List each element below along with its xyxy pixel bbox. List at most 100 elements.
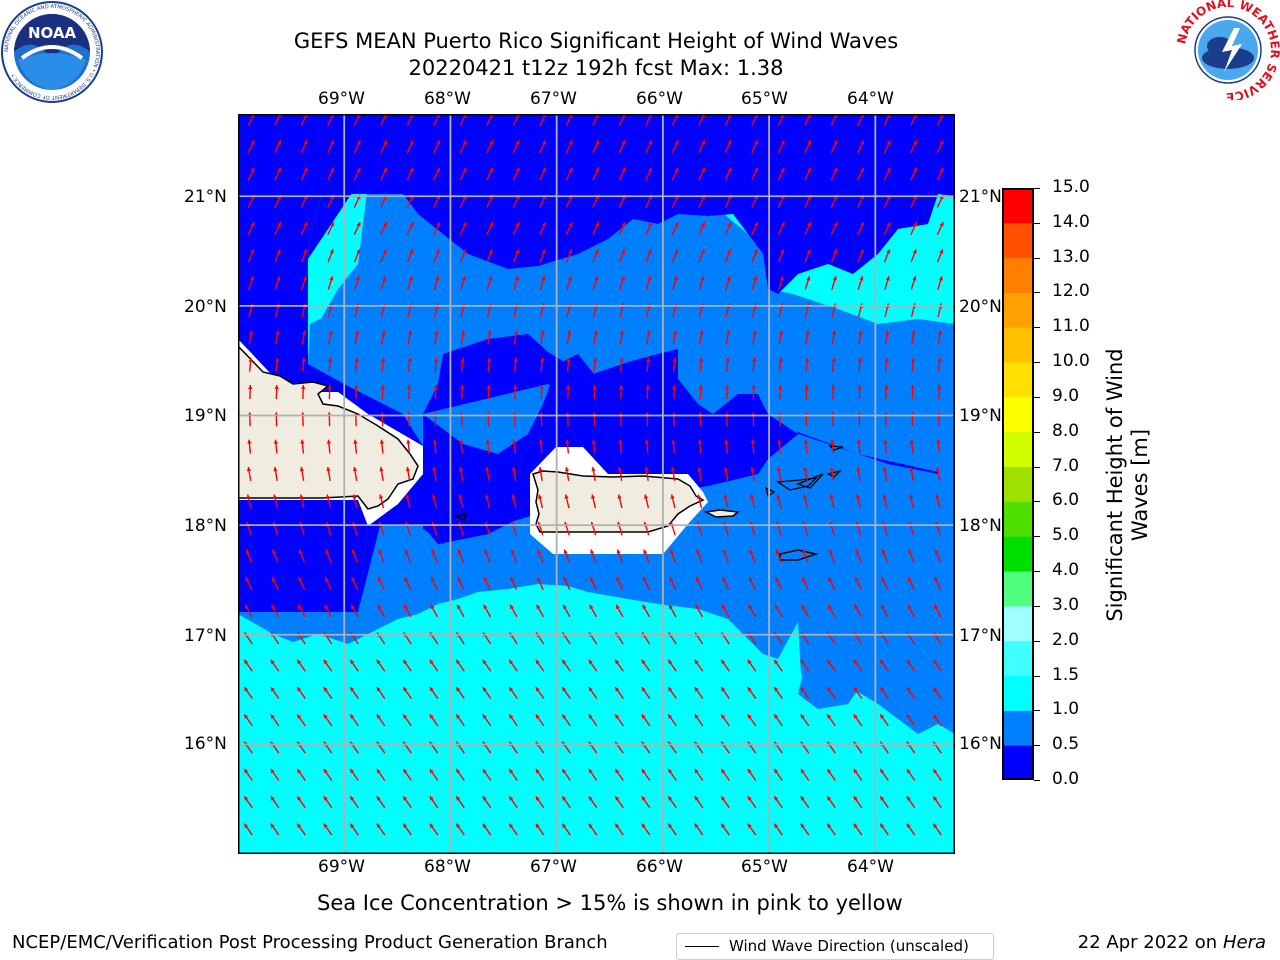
wind-arrow-head xyxy=(567,276,572,281)
colorbar-tick-label: 10.0 xyxy=(1052,351,1090,372)
colorbar-tick-mark xyxy=(1034,640,1040,642)
colorbar-tick-label: 13.0 xyxy=(1052,246,1090,267)
wind-arrow-head xyxy=(327,385,332,390)
lat-right-19: 19°N xyxy=(959,406,1002,426)
wind-arrow-head xyxy=(460,385,465,390)
wind-arrow-head xyxy=(671,439,676,444)
wind-arrow-head xyxy=(860,167,865,173)
wind-arrow-head xyxy=(429,769,434,774)
wind-arrow-head xyxy=(853,823,858,829)
wind-arrow-head xyxy=(562,796,567,801)
wind-arrow-head xyxy=(884,385,889,390)
wind-arrow-head xyxy=(328,330,333,335)
lat-right-17: 17°N xyxy=(959,626,1002,646)
wind-arrow-head xyxy=(644,439,650,444)
colorbar-tick-label: 15.0 xyxy=(1052,177,1090,197)
wind-arrow-head xyxy=(566,357,571,362)
wind-arrow-head xyxy=(858,330,863,335)
wind-arrow-head xyxy=(562,659,567,665)
footer-left: NCEP/EMC/Verification Post Processing Pr… xyxy=(12,932,608,953)
wind-arrow-head xyxy=(568,167,573,173)
wind-arrow-head xyxy=(541,276,546,281)
wind-arrow-head xyxy=(748,604,753,610)
wind-arrow-head xyxy=(645,385,650,390)
colorbar-swatch xyxy=(1002,571,1034,607)
wind-arrow-head xyxy=(409,222,414,227)
wind-arrow-head xyxy=(884,357,889,362)
wind-arrow-head xyxy=(562,823,567,829)
legend-line-icon xyxy=(685,946,719,947)
wind-arrow-head xyxy=(800,687,805,692)
lon-bottom-67: 67°W xyxy=(530,857,577,877)
colorbar-swatch xyxy=(1002,605,1034,642)
wind-arrow-head xyxy=(511,467,517,472)
wind-arrow-head xyxy=(880,687,885,692)
wind-arrow-head xyxy=(377,577,382,582)
wind-arrow-head xyxy=(431,494,437,499)
wind-arrow-head xyxy=(353,439,358,444)
wind-arrow-head xyxy=(856,439,862,444)
colorbar-swatch xyxy=(1002,675,1034,711)
wind-arrow-head xyxy=(436,167,441,173)
wind-arrow-head xyxy=(594,276,599,281)
virgin-islands xyxy=(826,445,844,478)
wind-arrow-head xyxy=(323,796,328,801)
wind-arrow-head xyxy=(621,222,626,227)
wind-arrow-head xyxy=(244,714,249,719)
wind-arrow-head xyxy=(383,167,388,173)
colorbar-tick-label: 14.0 xyxy=(1052,211,1090,232)
wind-arrow-head xyxy=(722,549,727,554)
wind-arrow-head xyxy=(300,439,305,444)
colorbar xyxy=(1002,188,1034,781)
wind-arrow-head xyxy=(721,714,726,719)
wind-arrow-head xyxy=(350,659,355,665)
wind-arrow-head xyxy=(643,494,649,499)
wind-arrow-head xyxy=(351,604,355,610)
wind-arrow-head xyxy=(350,687,355,692)
wind-arrow-head xyxy=(853,769,858,774)
wind-arrow-head xyxy=(853,714,858,719)
lon-bottom-66: 66°W xyxy=(636,857,683,877)
wind-arrow-head xyxy=(674,222,679,227)
wind-arrow-head xyxy=(271,604,276,610)
wind-arrow-head xyxy=(270,659,275,665)
wind-arrow-head xyxy=(669,577,674,582)
wind-arrow-head xyxy=(906,659,911,665)
wind-arrow-head xyxy=(753,249,758,254)
wind-arrow-head xyxy=(906,714,911,719)
wind-arrow-head xyxy=(909,467,914,472)
wind-arrow-head xyxy=(301,385,306,390)
wind-arrow-head xyxy=(457,604,461,610)
colorbar-swatch xyxy=(1002,362,1034,398)
wind-arrow-head xyxy=(462,167,467,173)
wind-arrow-head xyxy=(616,604,620,610)
wind-arrow-head xyxy=(724,439,729,444)
wind-arrow-head xyxy=(853,659,858,665)
wind-arrow-head xyxy=(297,769,302,774)
wind-arrow-head xyxy=(303,167,308,173)
wind-arrow-head xyxy=(674,249,679,254)
wind-arrow-head xyxy=(831,330,837,335)
wind-arrow-head xyxy=(462,222,467,227)
wind-arrow-head xyxy=(429,687,434,692)
noaa-logo-text: NOAA xyxy=(28,24,77,42)
wind-arrow-head xyxy=(483,604,488,610)
wind-arrow-head xyxy=(403,659,408,665)
wind-arrow-head xyxy=(403,769,408,774)
wind-arrow-head xyxy=(694,823,699,829)
wind-arrow-head xyxy=(433,357,439,362)
hispaniola-land xyxy=(237,344,419,510)
wind-arrow-head xyxy=(302,276,307,281)
wind-arrow-head xyxy=(860,222,865,227)
wind-arrow-head xyxy=(565,439,570,444)
wind-arrow-head xyxy=(380,357,386,362)
wind-arrow-head xyxy=(432,439,438,444)
wind-arrow-head xyxy=(248,357,253,362)
wind-arrow-head xyxy=(694,714,699,719)
wind-arrow-head xyxy=(460,357,465,362)
wind-arrow-head xyxy=(700,249,705,254)
wind-arrow-head xyxy=(356,222,361,227)
wind-arrow-head xyxy=(409,140,414,145)
wind-arrow-head xyxy=(615,714,620,719)
wind-arrow-head xyxy=(512,439,517,444)
